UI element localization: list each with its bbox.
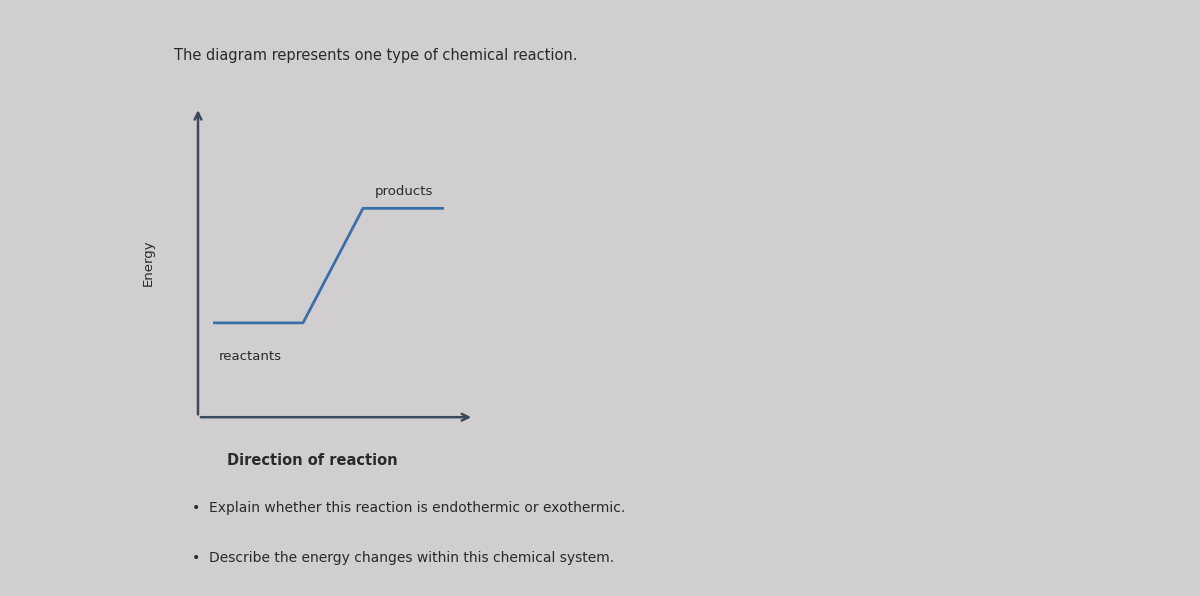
Text: •  Describe the energy changes within this chemical system.: • Describe the energy changes within thi…	[192, 551, 614, 565]
Text: reactants: reactants	[220, 350, 282, 363]
Text: products: products	[374, 185, 433, 198]
Text: The diagram represents one type of chemical reaction.: The diagram represents one type of chemi…	[174, 48, 577, 63]
Text: Direction of reaction: Direction of reaction	[227, 453, 397, 468]
Text: •  Explain whether this reaction is endothermic or exothermic.: • Explain whether this reaction is endot…	[192, 501, 625, 514]
Text: Energy: Energy	[142, 239, 155, 285]
